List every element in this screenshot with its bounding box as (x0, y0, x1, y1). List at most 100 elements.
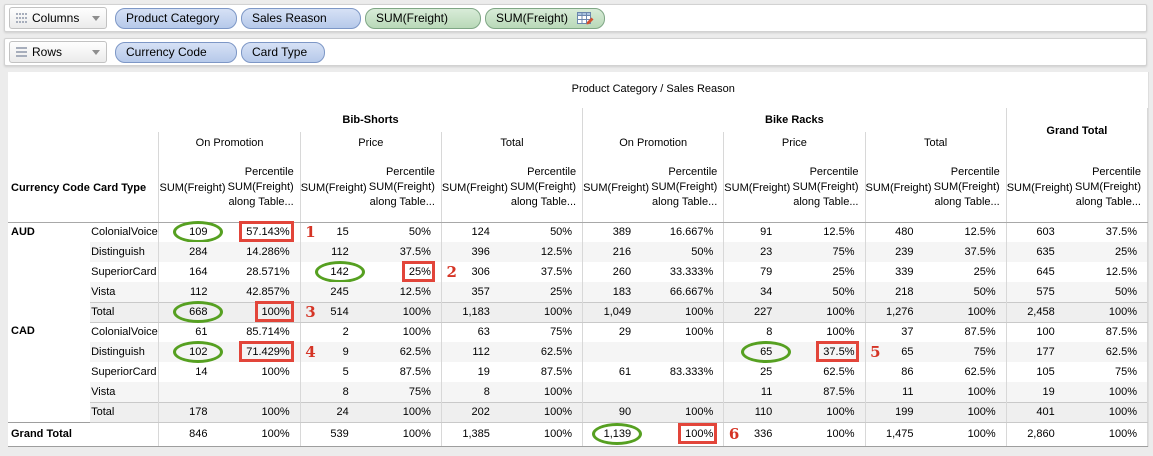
column-header-sales-reason[interactable]: Price (723, 132, 865, 154)
value-cell[interactable]: 100% (228, 362, 301, 382)
value-cell[interactable]: 62.5% (368, 342, 442, 362)
value-cell[interactable] (582, 382, 652, 402)
value-cell[interactable]: 87.5% (792, 382, 865, 402)
value-cell[interactable]: 29 (582, 322, 652, 342)
value-cell[interactable]: 42.857% (227, 282, 301, 302)
value-cell[interactable]: 339 (864, 262, 934, 282)
value-cell[interactable]: 61 (582, 362, 652, 382)
value-cell[interactable]: 100% (368, 401, 442, 423)
value-cell[interactable]: 63 (440, 322, 510, 342)
value-cell[interactable]: 87.5% (369, 362, 442, 382)
value-cell[interactable]: 62.5% (934, 362, 1007, 382)
value-cell[interactable]: 575 (1005, 282, 1075, 302)
value-cell[interactable] (582, 342, 652, 362)
value-cell[interactable]: 846 (158, 421, 228, 447)
value-cell[interactable]: 37.5% (368, 242, 442, 262)
value-cell[interactable]: 100% (1074, 301, 1148, 323)
value-cell[interactable]: 62.5% (509, 342, 583, 362)
columns-shelf-button[interactable]: Columns (9, 7, 107, 29)
value-cell[interactable]: 75% (792, 242, 865, 262)
value-cell[interactable]: 2 (299, 322, 369, 342)
measure-header-sum-freight[interactable]: SUM(Freight) (440, 154, 510, 223)
value-cell[interactable]: 66.667% (651, 282, 724, 302)
value-cell[interactable]: 1,183 (440, 301, 510, 323)
value-cell[interactable]: 1,139 (582, 421, 652, 447)
value-cell[interactable]: 306 (440, 262, 510, 282)
row-label-currency[interactable]: CAD (11, 325, 35, 337)
value-cell[interactable]: 100% (792, 401, 865, 423)
value-cell[interactable]: 2,860 (1005, 421, 1075, 447)
value-cell[interactable]: 100% (509, 301, 583, 323)
value-cell[interactable]: 245 (299, 282, 369, 302)
value-cell[interactable]: 645 (1005, 262, 1075, 282)
value-cell[interactable]: 124 (440, 222, 510, 242)
value-cell[interactable]: 15 (299, 222, 369, 242)
column-header-grand-total[interactable]: Grand Total (1005, 108, 1149, 154)
value-cell[interactable]: 11 (864, 382, 934, 402)
value-cell[interactable]: 1,385 (440, 421, 510, 447)
value-cell[interactable]: 37.5% (933, 242, 1007, 262)
value-cell[interactable]: 87.5% (934, 322, 1007, 342)
value-cell[interactable]: 100% 3 (227, 301, 316, 323)
value-cell[interactable]: 5 (299, 362, 369, 382)
value-cell[interactable]: 50% (1074, 282, 1148, 302)
value-cell[interactable]: 65 (864, 342, 934, 362)
row-label-card-type[interactable]: Vista (90, 282, 159, 302)
value-cell[interactable]: 357 (440, 282, 510, 302)
value-cell[interactable]: 61 (158, 322, 228, 342)
column-header-sales-reason[interactable]: On Promotion (582, 132, 724, 154)
row-label-card-type[interactable]: Total (90, 301, 159, 323)
value-cell[interactable]: 102 (158, 342, 228, 362)
value-cell[interactable]: 50% (369, 222, 442, 242)
value-cell[interactable]: 100% 6 (651, 421, 739, 447)
value-cell[interactable]: 23 (723, 242, 793, 262)
value-cell[interactable]: 8 (723, 322, 793, 342)
value-cell[interactable]: 62.5% (792, 362, 865, 382)
value-cell[interactable]: 164 (158, 262, 228, 282)
value-cell[interactable]: 105 (1005, 362, 1075, 382)
value-cell[interactable]: 75% (1074, 362, 1148, 382)
value-cell[interactable]: 514 (299, 301, 369, 323)
value-cell[interactable]: 218 (864, 282, 934, 302)
value-cell[interactable]: 33.333% (651, 262, 724, 282)
row-label-grand-total[interactable]: Grand Total (8, 421, 159, 447)
value-cell[interactable]: 37 (864, 322, 934, 342)
value-cell[interactable]: 75% (510, 322, 583, 342)
measure-header-sum-freight[interactable]: SUM(Freight) (723, 154, 793, 223)
row-header-card-type[interactable]: Card Type (90, 154, 159, 223)
column-header-bib-shorts[interactable]: Bib-Shorts (342, 114, 399, 126)
value-cell[interactable]: 183 (582, 282, 652, 302)
value-cell[interactable]: 57.143% 1 (228, 221, 316, 243)
measure-header-percentile[interactable]: Percentile SUM(Freight) along Table... (1074, 154, 1148, 223)
value-cell[interactable]: 62.5% (1074, 342, 1148, 362)
value-cell[interactable]: 25 (723, 362, 793, 382)
row-label-card-type[interactable]: SuperiorCard (91, 366, 157, 378)
value-cell[interactable]: 100% (933, 382, 1007, 402)
value-cell[interactable]: 100% (651, 301, 724, 323)
value-cell[interactable]: 50% (933, 282, 1007, 302)
column-header-sales-reason[interactable]: Total (440, 132, 583, 154)
value-cell[interactable]: 100% (792, 322, 865, 342)
column-header-sales-reason[interactable]: On Promotion (158, 132, 301, 154)
measure-header-percentile[interactable]: Percentile SUM(Freight) along Table... (227, 154, 301, 223)
value-cell[interactable]: 25% (509, 282, 583, 302)
value-cell[interactable]: 50% (651, 242, 724, 262)
measure-header-percentile[interactable]: Percentile SUM(Freight) along Table... (651, 154, 724, 223)
value-cell[interactable]: 71.429% 4 (227, 341, 316, 362)
value-cell[interactable]: 1,276 (864, 301, 934, 323)
value-cell[interactable]: 11 (723, 382, 793, 402)
value-cell[interactable]: 100% (368, 301, 442, 323)
value-cell[interactable]: 178 (158, 401, 228, 423)
value-cell[interactable]: 177 (1005, 342, 1075, 362)
value-cell[interactable]: 100% (933, 401, 1007, 423)
value-cell[interactable]: 87.5% (510, 362, 583, 382)
row-header-currency-code[interactable]: Currency Code (8, 154, 91, 223)
value-cell[interactable]: 86 (864, 362, 934, 382)
value-cell[interactable]: 25% 2 (369, 261, 457, 282)
value-cell[interactable]: 199 (864, 401, 934, 423)
value-cell[interactable]: 389 (582, 222, 652, 242)
value-cell[interactable]: 635 (1005, 242, 1075, 262)
rows-shelf-button[interactable]: Rows (9, 41, 107, 63)
value-cell[interactable]: 25% (792, 262, 865, 282)
row-label-card-type[interactable]: Distinguish (90, 342, 159, 362)
